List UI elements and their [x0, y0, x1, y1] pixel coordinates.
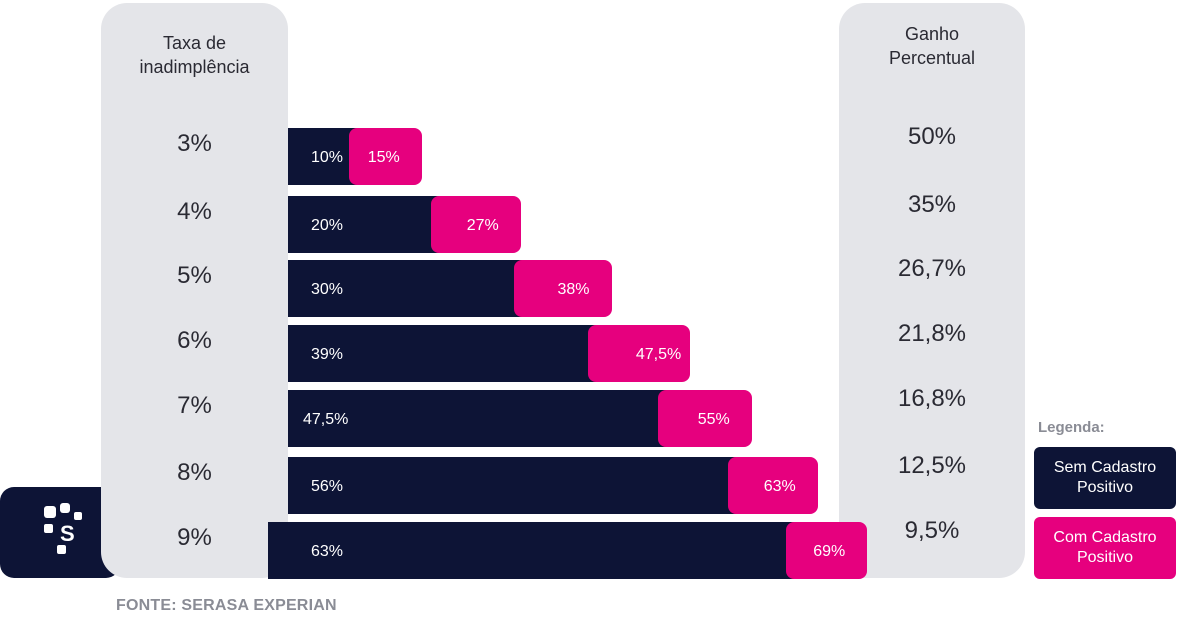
default-rate-value: 8% — [177, 459, 212, 486]
gain-value: 35% — [907, 191, 957, 218]
legend-title: Legenda: — [1038, 419, 1105, 436]
label-sem-cadastro: 56% — [311, 478, 344, 495]
label-sem-cadastro: 39% — [311, 346, 344, 363]
logo-letter: S — [60, 521, 75, 546]
gain-value: 9,5% — [904, 517, 960, 544]
bar-sem-cadastro — [288, 457, 808, 514]
default-rate-value: 9% — [177, 524, 212, 551]
bar-com-cadastro — [513, 260, 612, 317]
serasa-logo-icon: S — [44, 503, 82, 554]
label-com-cadastro: 47,5% — [635, 346, 682, 363]
bar-com-cadastro — [431, 196, 521, 253]
legend-com-line-1: Com Cadastro — [1053, 529, 1157, 546]
label-com-cadastro: 55% — [697, 411, 730, 428]
left-header-line-2: inadimplência — [139, 57, 250, 77]
gain-value: 26,7% — [897, 255, 967, 282]
gain-value: 21,8% — [897, 320, 967, 347]
default-rate-panel: Taxa de inadimplência 3% 4% 5% 6% 7% 8% 9% — [101, 3, 288, 578]
label-sem-cadastro: 10% — [311, 149, 344, 166]
default-rate-value: 4% — [177, 198, 212, 225]
legend-sem-cadastro: Sem Cadastro Positivo — [1034, 447, 1176, 509]
right-header-line-2: Percentual — [888, 48, 976, 68]
left-header: Taxa de inadimplência — [101, 31, 288, 79]
label-com-cadastro: 63% — [763, 478, 796, 495]
label-com-cadastro: 15% — [367, 149, 400, 166]
gain-panel: Ganho Percentual 50% 35% 26,7% 21,8% 16,8% 12… — [839, 3, 1025, 578]
default-rate-value: 5% — [177, 262, 212, 289]
default-rate-value: 7% — [177, 392, 212, 419]
bar-com-cadastro — [348, 128, 422, 185]
default-rate-value: 6% — [177, 327, 212, 354]
legend-com-line-2: Positivo — [1076, 549, 1134, 566]
legend-sem-line-1: Sem Cadastro — [1053, 459, 1157, 476]
label-com-cadastro: 38% — [557, 281, 590, 298]
gain-value: 12,5% — [897, 452, 967, 479]
bar-com-cadastro — [785, 522, 868, 579]
bar-sem-cadastro — [268, 522, 858, 579]
right-header: Ganho Percentual — [839, 22, 1025, 70]
gain-value: 50% — [907, 123, 957, 150]
legend-sem-line-2: Positivo — [1076, 479, 1134, 496]
gain-value: 16,8% — [897, 385, 967, 412]
label-sem-cadastro: 63% — [311, 543, 344, 560]
label-sem-cadastro: 30% — [311, 281, 344, 298]
serasa-logo: S — [0, 487, 120, 578]
source-note: FONTE: SERASA EXPERIAN — [116, 597, 337, 614]
label-sem-cadastro: 20% — [311, 217, 344, 234]
left-header-line-1: Taxa de — [162, 33, 227, 53]
bar-com-cadastro — [728, 457, 818, 514]
label-sem-cadastro: 47,5% — [303, 411, 349, 428]
right-header-line-1: Ganho — [904, 24, 960, 44]
default-rate-value: 3% — [177, 130, 212, 157]
bar-com-cadastro — [587, 325, 690, 382]
label-com-cadastro: 27% — [466, 217, 499, 234]
label-com-cadastro: 69% — [813, 543, 846, 560]
legend-com-cadastro: Com Cadastro Positivo — [1034, 517, 1176, 579]
bar-com-cadastro — [657, 390, 752, 447]
